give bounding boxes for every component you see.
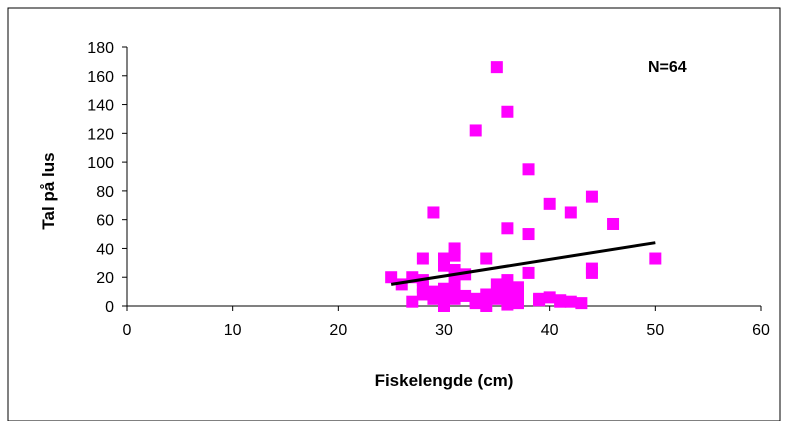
data-point (564, 295, 577, 308)
data-point (585, 266, 598, 279)
y-tick-label: 100 (87, 155, 114, 172)
x-tick-label: 60 (752, 322, 770, 339)
data-point (480, 252, 493, 265)
data-point (501, 222, 514, 235)
data-point (469, 295, 482, 308)
x-tick-label: 50 (646, 322, 664, 339)
x-tick-label: 0 (123, 322, 132, 339)
data-point (385, 271, 398, 284)
y-tick-label: 80 (96, 184, 114, 201)
y-tick-label: 180 (87, 40, 114, 57)
data-point (448, 249, 461, 262)
y-tick-label: 40 (96, 241, 114, 258)
data-point (438, 300, 450, 312)
data-point (480, 300, 493, 312)
data-point (501, 105, 514, 118)
data-point (438, 259, 450, 272)
trend-line (390, 241, 656, 286)
y-tick-label: 20 (96, 270, 114, 287)
data-point (543, 197, 556, 210)
data-point (427, 285, 440, 298)
data-markers (385, 61, 662, 312)
data-point (533, 294, 546, 307)
data-point (585, 190, 598, 203)
data-point (448, 274, 461, 287)
y-axis-title: Tal på lus (39, 152, 58, 229)
data-point (575, 297, 588, 310)
data-point (448, 292, 461, 305)
data-point (501, 298, 514, 311)
data-point (490, 278, 503, 291)
data-point (522, 266, 535, 279)
data-point (438, 289, 450, 302)
x-axis-title: Fiskelengde (cm) (375, 371, 514, 390)
y-tick-label: 140 (87, 98, 114, 115)
chart-frame (7, 7, 781, 421)
data-point (564, 206, 577, 219)
data-point (511, 297, 524, 310)
data-point (490, 61, 503, 74)
data-point (522, 228, 535, 241)
data-point (469, 124, 482, 137)
data-point (459, 289, 472, 302)
data-point (522, 163, 535, 176)
y-tick-label: 0 (105, 299, 114, 316)
x-tick-label: 20 (329, 322, 347, 339)
y-axis: 0 20 40 60 80 100 120 140 160 180 (87, 40, 128, 316)
sample-size-annotation: N=64 (648, 59, 687, 76)
data-point (543, 291, 556, 304)
data-point (406, 295, 419, 308)
x-tick-label: 40 (541, 322, 559, 339)
y-tick-label: 60 (96, 213, 114, 230)
data-point (607, 217, 620, 230)
data-point (416, 252, 429, 265)
data-point (554, 295, 567, 308)
data-point (416, 288, 429, 301)
data-point (501, 282, 514, 295)
data-point (490, 292, 503, 305)
y-tick-label: 120 (87, 126, 114, 143)
x-tick-label: 30 (435, 322, 453, 339)
data-point (649, 252, 662, 265)
data-point (427, 206, 440, 219)
y-tick-label: 160 (87, 69, 114, 86)
x-tick-label: 10 (224, 322, 242, 339)
